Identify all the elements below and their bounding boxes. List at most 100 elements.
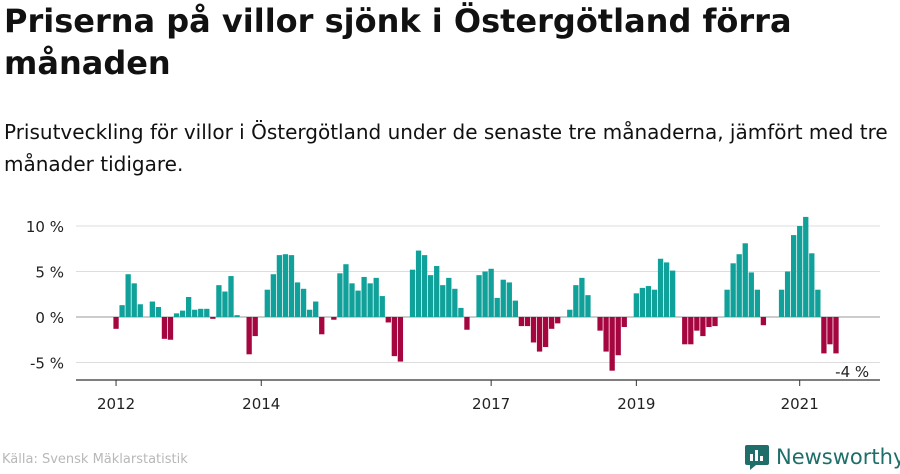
- bar: [379, 296, 385, 317]
- bar: [609, 317, 615, 371]
- bar: [476, 275, 482, 317]
- bar: [300, 288, 307, 317]
- bar: [373, 277, 379, 317]
- bar: [748, 272, 754, 317]
- bar: [167, 317, 174, 340]
- bar: [670, 270, 676, 317]
- x-tick-label: 2012: [97, 395, 135, 413]
- bar: [361, 276, 367, 317]
- bar: [633, 293, 639, 317]
- bar: [567, 309, 573, 317]
- bar: [760, 317, 767, 326]
- bar: [694, 317, 700, 331]
- bar: [803, 216, 809, 317]
- bar: [337, 273, 343, 317]
- bar: [597, 317, 603, 331]
- bar: [688, 317, 694, 345]
- bar: [137, 304, 143, 317]
- last-value-annotation: -4 %: [835, 363, 869, 381]
- x-tick-label: 2014: [242, 395, 280, 413]
- bar: [500, 279, 506, 317]
- bar: [397, 317, 404, 362]
- bar: [367, 283, 373, 317]
- bar: [712, 317, 718, 327]
- chart-title: Priserna på villor sjönk i Östergötland …: [4, 2, 792, 82]
- bar: [512, 300, 518, 317]
- bar: [161, 317, 168, 339]
- bar: [579, 277, 585, 317]
- bar: [549, 317, 555, 329]
- bar: [155, 306, 162, 317]
- bar: [833, 317, 839, 354]
- bar: [809, 253, 815, 317]
- bar: [488, 268, 494, 317]
- source-note: Källa: Svensk Mäklarstatistik: [2, 452, 188, 467]
- bar: [797, 226, 803, 317]
- bar: [179, 310, 186, 317]
- bar: [706, 317, 712, 328]
- bar: [645, 286, 652, 317]
- bar: [294, 282, 301, 317]
- bar: [821, 317, 827, 354]
- bar: [228, 276, 234, 317]
- newsworthy-logo-icon: [745, 445, 769, 470]
- bar: [663, 262, 670, 317]
- bar: [730, 263, 736, 317]
- y-tick-label: 0 %: [35, 309, 64, 327]
- bar: [784, 271, 791, 317]
- bar: [276, 255, 283, 317]
- bar: [639, 287, 646, 317]
- bar: [125, 274, 131, 317]
- bar: [724, 289, 730, 317]
- bar: [585, 295, 591, 317]
- bar: [415, 250, 422, 317]
- bar: [754, 289, 760, 317]
- bar: [421, 255, 428, 317]
- bar: [409, 269, 416, 317]
- bar-chart: 10 % 5 % 0 % -5 % 2012 2014 2017 2019 2021 -4 %: [26, 216, 880, 413]
- bar: [131, 283, 137, 317]
- bar: [149, 301, 155, 317]
- bar: [355, 290, 361, 317]
- bar: [682, 317, 688, 345]
- bar: [222, 291, 228, 317]
- x-tick-label: 2017: [472, 395, 510, 413]
- bar: [464, 317, 470, 330]
- bar: [536, 317, 543, 352]
- bar: [349, 283, 355, 317]
- bar: [615, 317, 621, 356]
- bar: [264, 289, 270, 317]
- bar: [700, 317, 706, 337]
- bar: [440, 285, 446, 317]
- bar: [621, 317, 627, 328]
- bar: [270, 274, 276, 317]
- y-tick-label: 10 %: [26, 218, 64, 236]
- x-tick-label: 2021: [781, 395, 819, 413]
- bar: [307, 309, 313, 317]
- bar: [827, 317, 833, 345]
- bar: [434, 266, 440, 317]
- bar: [343, 264, 349, 317]
- bar: [119, 305, 125, 317]
- bar: [173, 313, 180, 317]
- bar: [542, 317, 549, 348]
- bar: [651, 289, 658, 317]
- bar: [506, 282, 512, 317]
- bar: [216, 285, 222, 317]
- brand-name: Newsworthy: [776, 445, 900, 469]
- chart-subtitle: Prisutveckling för villor i Östergötland…: [4, 120, 888, 176]
- bar: [210, 317, 216, 319]
- bar: [246, 317, 252, 355]
- bar: [530, 317, 537, 343]
- bar: [204, 308, 210, 317]
- bar: [385, 317, 391, 323]
- bar: [113, 317, 119, 329]
- bar: [742, 243, 748, 317]
- bar: [458, 307, 464, 317]
- bar: [482, 271, 488, 317]
- bar: [446, 277, 452, 317]
- bar: [603, 317, 609, 352]
- bar: [198, 308, 204, 317]
- y-tick-label: -5 %: [30, 355, 64, 373]
- bar: [192, 309, 198, 317]
